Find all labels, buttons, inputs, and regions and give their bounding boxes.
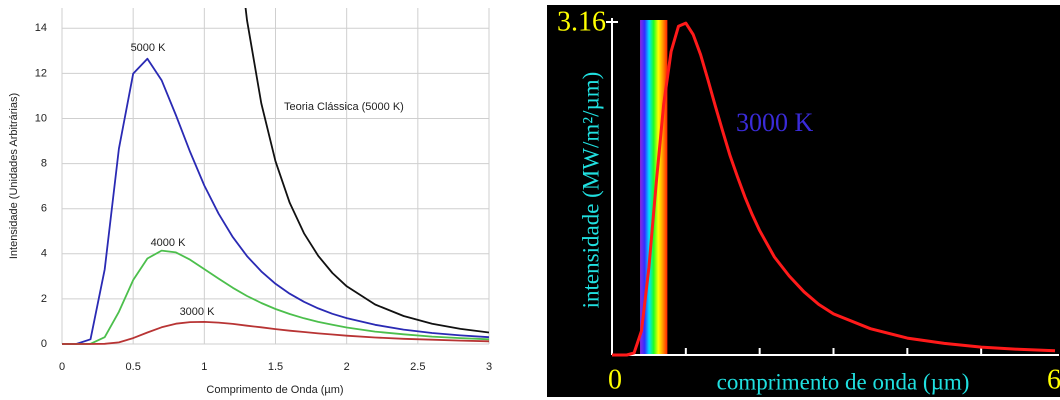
y-tick-label: 4: [41, 248, 47, 260]
plot-background: [547, 5, 1060, 397]
y-tick-label: 10: [35, 112, 47, 124]
y-tick-label: 14: [35, 22, 47, 34]
x-tick-label: 1: [201, 361, 207, 373]
right-chart: 3.16 0 6 comprimento de onda (µm) intensidad…: [547, 5, 1060, 397]
left-chart: 0 0.5 1 1.5 2 2.5 3 0 2 4 6 8 10 12 14 Comprimento de O…: [8, 8, 492, 396]
y-tick-label: 3.16: [557, 6, 606, 37]
y-axis-label: Intensidade (Unidades Arbitrárias): [8, 93, 20, 259]
y-tick-label: 0: [41, 338, 47, 350]
series-line: [612, 21, 1056, 357]
y-tick-label: 6: [41, 203, 47, 215]
y-tick-label: 8: [41, 158, 47, 170]
x-tick-label: 0: [59, 361, 65, 373]
series-line: [244, 8, 489, 334]
series-label: Teoria Clássica (5000 K): [284, 101, 404, 113]
y-tick-label: 2: [41, 293, 47, 305]
series-label: 4000 K: [151, 237, 187, 249]
x-tick-label: 0: [608, 364, 622, 395]
x-tick-label: 2.5: [410, 361, 425, 373]
series-label: 5000 K: [131, 42, 167, 54]
x-tick-label: 0.5: [126, 361, 141, 373]
y-axis-label: intensidade (MW/m²/µm): [578, 72, 603, 309]
annotation: 3000 K: [736, 108, 814, 137]
y-tick-label: 12: [35, 67, 47, 79]
series-line: [62, 249, 489, 345]
series-line: [62, 57, 489, 345]
x-tick-label: 3: [486, 361, 492, 373]
series-line: [62, 321, 489, 345]
series-label: 3000 K: [180, 306, 216, 318]
x-tick-label: 2: [344, 361, 350, 373]
x-tick-label: 6: [1047, 364, 1060, 395]
x-tick-label: 1.5: [268, 361, 283, 373]
x-axis-label: comprimento de onda (µm): [717, 369, 970, 394]
x-axis-label: Comprimento de Onda (µm): [206, 384, 343, 396]
